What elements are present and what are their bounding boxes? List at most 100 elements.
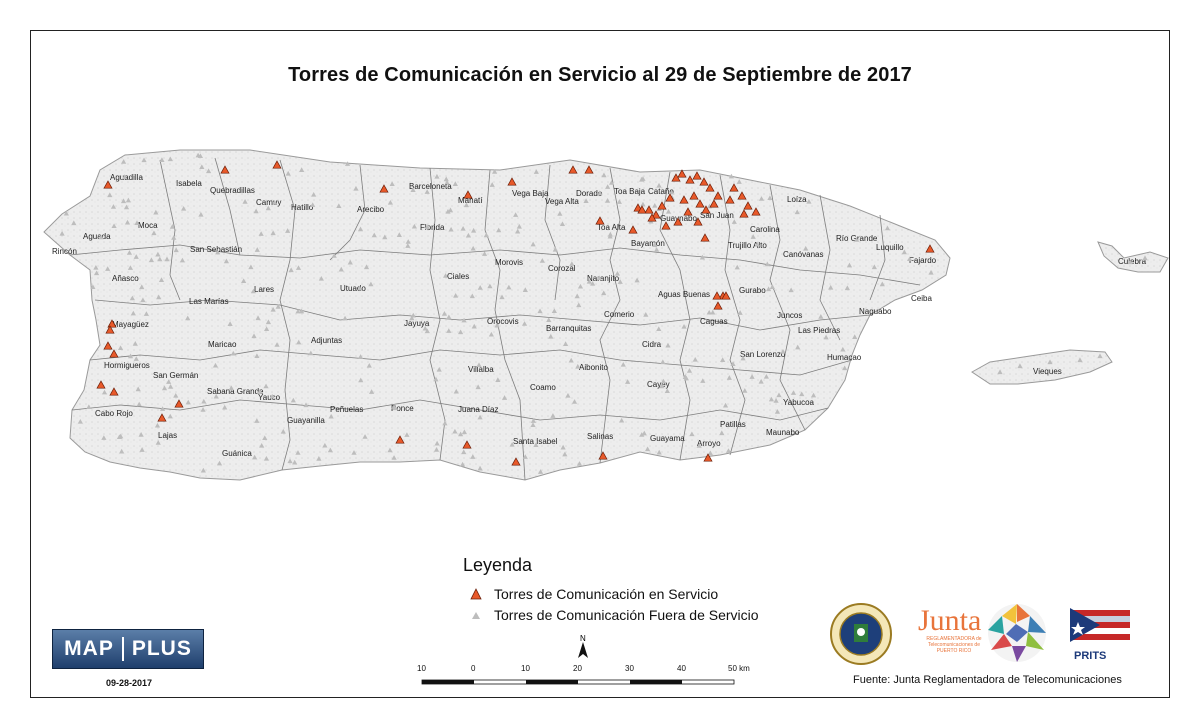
red-tower-icon: [925, 244, 935, 253]
mapplus-left: MAP: [64, 637, 114, 660]
grey-tower-icon: [357, 226, 364, 232]
grey-tower-icon: [559, 221, 566, 227]
grey-tower-icon: [495, 377, 501, 382]
grey-tower-icon: [442, 273, 449, 278]
grey-tower-icon: [494, 322, 500, 328]
grey-tower-icon: [410, 187, 416, 192]
mapplus-right: PLUS: [121, 637, 192, 661]
grey-tower-icon: [530, 418, 536, 423]
grey-tower-icon: [157, 256, 163, 262]
grey-tower-icon: [328, 413, 334, 419]
grey-tower-icon: [565, 392, 571, 398]
grey-tower-icon: [71, 220, 77, 226]
grey-tower-icon: [660, 359, 666, 365]
grey-tower-icon: [656, 326, 662, 332]
grey-tower-icon: [574, 293, 580, 299]
mapplus-logo: MAP PLUS: [52, 629, 204, 669]
red-tower-icon: [671, 173, 681, 182]
grey-tower-icon: [442, 420, 448, 426]
grey-tower-icon: [539, 258, 545, 263]
grey-tower-icon: [625, 379, 631, 384]
red-tower-icon: [713, 301, 723, 310]
grey-tower-icon: [409, 315, 415, 321]
grey-tower-icon: [200, 467, 206, 473]
grey-tower-icon: [557, 211, 563, 216]
grey-tower-icon: [537, 308, 543, 314]
grey-tower-icon: [764, 261, 770, 267]
grey-tower-icon: [391, 455, 397, 460]
grey-tower-icon: [1047, 359, 1053, 365]
grey-tower-icon: [292, 459, 298, 465]
grey-tower-icon: [296, 339, 302, 345]
grey-tower-icon: [158, 277, 165, 282]
grey-tower-icon: [596, 275, 602, 281]
grey-tower-icon: [126, 250, 133, 255]
legend-title: Leyenda: [463, 555, 533, 575]
grey-tower-icon: [405, 239, 411, 244]
grey-tower-icon: [742, 388, 748, 393]
label-ceiba: Ceiba: [911, 294, 932, 303]
grey-tower-icon: [295, 308, 301, 314]
grey-tower-icon: [311, 191, 317, 197]
grey-tower-icon: [740, 355, 746, 361]
out-of-service-towers: [59, 152, 1148, 474]
grey-tower-icon: [263, 383, 269, 389]
scale-tick-0: 0: [471, 664, 476, 673]
grey-tower-icon: [537, 469, 544, 474]
grey-tower-icon: [308, 350, 314, 356]
grey-tower-icon: [1127, 259, 1133, 265]
label-barceloneta: Barceloneta: [409, 182, 452, 191]
label-trujillo-alto: Trujillo Alto: [728, 241, 767, 250]
grey-tower-icon: [634, 277, 640, 283]
red-tower-icon: [743, 201, 753, 210]
legend-in-service-label: Torres de Comunicación en Servicio: [494, 586, 719, 602]
grey-tower-icon: [654, 247, 660, 252]
grey-tower-icon: [274, 342, 280, 347]
grey-tower-icon: [639, 432, 645, 437]
grey-tower-icon: [93, 270, 100, 276]
grey-tower-icon: [216, 460, 223, 466]
grey-tower-icon: [854, 237, 860, 242]
label-guanica: Guánica: [222, 449, 252, 458]
red-tower-icon: [737, 191, 747, 200]
grey-tower-icon: [463, 202, 470, 208]
grey-tower-icon: [98, 234, 104, 240]
grey-tower-icon: [842, 365, 848, 371]
grey-tower-icon: [358, 377, 364, 383]
red-tower-icon: [157, 413, 167, 422]
municipality-labels: Aguadilla Isabela Quebradillas Camuy Hat…: [52, 173, 1147, 458]
grey-tower-icon: [928, 269, 934, 275]
grey-tower-icon: [287, 458, 293, 464]
grey-tower-icon: [199, 164, 205, 170]
grey-tower-icon: [737, 310, 743, 315]
grey-tower-icon: [441, 311, 448, 316]
grey-tower-icon: [810, 392, 817, 398]
label-aibonito: Aibonito: [579, 363, 608, 372]
grey-tower-icon: [351, 450, 357, 455]
grey-tower-icon: [404, 432, 410, 437]
grey-tower-icon: [640, 201, 646, 207]
grey-triangle-icon: [472, 612, 480, 619]
red-tower-icon: [713, 191, 723, 200]
grey-tower-icon: [434, 440, 440, 446]
red-tower-icon: [174, 399, 184, 408]
label-comerio: Comerio: [604, 310, 635, 319]
grey-tower-icon: [722, 402, 729, 408]
scale-tick-10-left: 10: [417, 664, 426, 673]
grey-tower-icon: [127, 353, 134, 359]
red-tower-icon: [739, 209, 749, 218]
grey-tower-icon: [533, 169, 539, 174]
red-tower-icon: [103, 341, 113, 350]
label-quebradillas: Quebradillas: [210, 186, 255, 195]
grey-tower-icon: [347, 259, 353, 265]
scale-tick-50: 50 km: [728, 664, 750, 673]
grey-tower-icon: [452, 181, 458, 186]
grey-tower-icon: [357, 285, 363, 291]
grey-tower-icon: [285, 170, 291, 176]
grey-tower-icon: [280, 428, 286, 434]
label-culebra: Culebra: [1118, 257, 1147, 266]
grey-tower-icon: [139, 447, 145, 452]
grey-tower-icon: [617, 279, 623, 284]
grey-tower-icon: [159, 157, 165, 162]
grey-tower-icon: [774, 409, 781, 414]
